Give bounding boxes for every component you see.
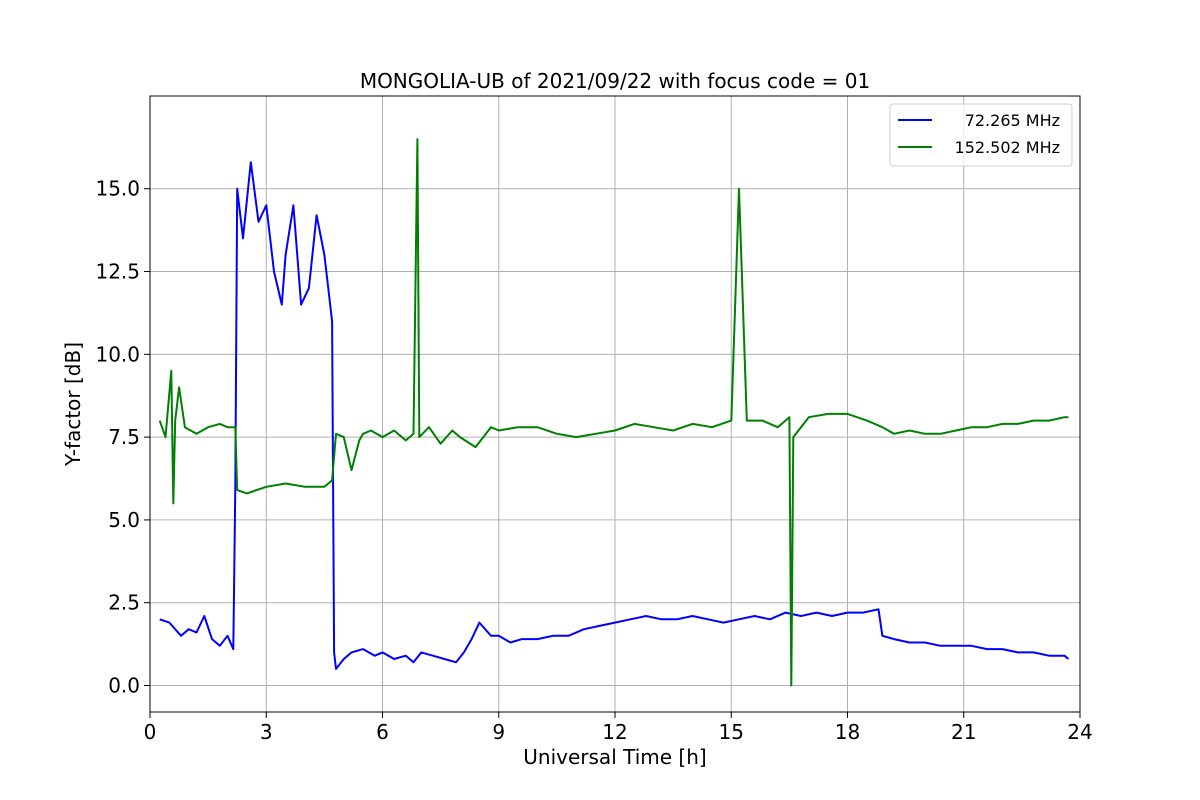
x-tick-label: 9: [492, 720, 505, 744]
x-tick-label: 6: [376, 720, 389, 744]
series-layer: [158, 138, 1070, 687]
series-line-1: [159, 161, 1070, 670]
chart-title: MONGOLIA-UB of 2021/09/22 with focus cod…: [360, 69, 870, 93]
x-tick-label: 24: [1067, 720, 1092, 744]
y-tick-label: 5.0: [108, 508, 140, 532]
x-tick-label: 21: [951, 720, 976, 744]
legend: 72.265 MHz 152.502 MHz: [889, 103, 1073, 167]
y-tick-label: 0.0: [108, 674, 140, 698]
legend-label: 72.265 MHz: [965, 111, 1060, 130]
y-tick-label: 2.5: [108, 591, 140, 615]
y-axis-label: Y-factor [dB]: [61, 342, 85, 467]
x-tick-label: 3: [260, 720, 273, 744]
legend-entries: 72.265 MHz 152.502 MHz: [898, 111, 1060, 157]
x-tick-label: 15: [719, 720, 744, 744]
legend-box: [889, 103, 1073, 167]
plot-area-frame: [149, 95, 1081, 713]
y-tick-label: 7.5: [108, 425, 140, 449]
series-line-2: [158, 138, 1069, 687]
x-tick-label: 12: [602, 720, 627, 744]
y-tick-label: 10.0: [95, 342, 140, 366]
axis-ticks: 0 3 6 9 12 15 18 21 24 0.0 2.5 5.0 7.5 10.0 12.5 15.0: [95, 177, 1092, 744]
x-axis-label: Universal Time [h]: [523, 745, 706, 769]
y-tick-label: 15.0: [95, 177, 140, 201]
x-tick-label: 18: [835, 720, 860, 744]
legend-label: 152.502 MHz: [955, 138, 1060, 157]
x-tick-label: 0: [144, 720, 157, 744]
y-tick-label: 12.5: [95, 260, 140, 284]
